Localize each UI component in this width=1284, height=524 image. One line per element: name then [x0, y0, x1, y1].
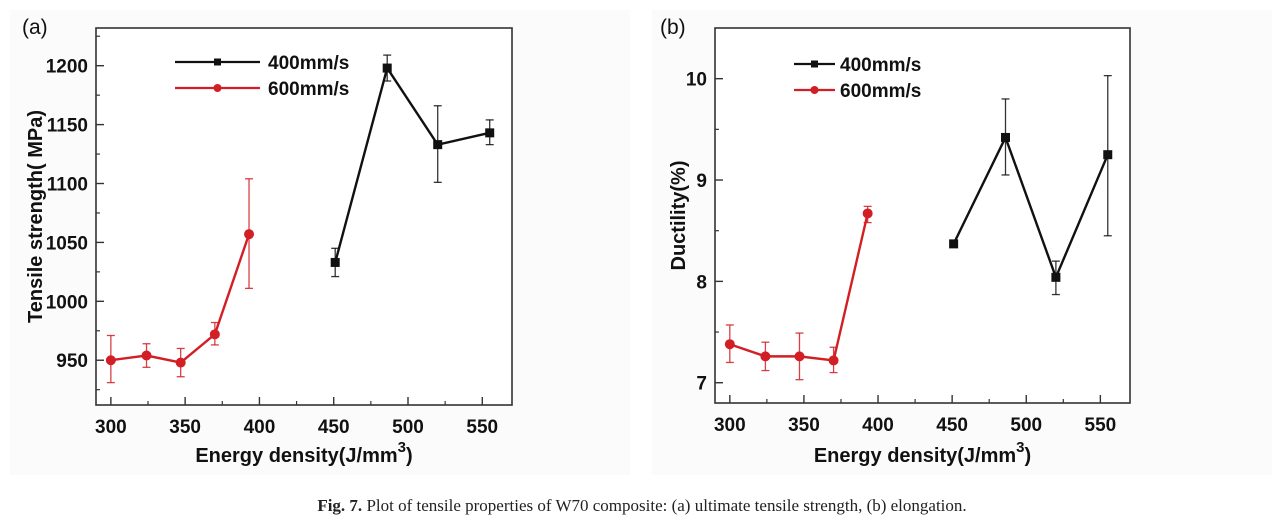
series-400mms — [949, 74, 1113, 296]
y-tick-label: 950 — [56, 351, 88, 372]
data-point — [1051, 272, 1061, 282]
y-tick-label: 9 — [696, 171, 707, 192]
legend-entry: 600mm/s — [175, 79, 349, 100]
y-axis-title: Tensile strength( MPa) — [25, 110, 47, 323]
x-tick-label: 450 — [936, 415, 968, 436]
panel-label: (b) — [660, 16, 686, 39]
data-point — [794, 351, 805, 362]
series-line — [952, 134, 1109, 281]
data-point — [828, 355, 839, 366]
data-point — [862, 208, 873, 219]
x-tick-label: 400 — [244, 417, 276, 438]
chart-panel-b: (b) 300 350 400 450 500 550 7 8 9 10 Energy density… — [660, 16, 1131, 467]
y-tick-label: 7 — [696, 374, 707, 395]
legend-marker — [213, 84, 222, 92]
legend-marker — [810, 86, 819, 94]
plot-frame — [714, 27, 1131, 404]
data-point — [330, 257, 340, 267]
data-point — [175, 357, 186, 368]
data-point — [949, 239, 959, 249]
y-axis-title: Ductility(%) — [668, 161, 690, 271]
legend-label: 600mm/s — [840, 81, 921, 102]
data-point — [485, 128, 495, 138]
x-tick-label: 300 — [95, 417, 127, 438]
data-point — [760, 351, 771, 362]
y-tick-label: 1200 — [46, 57, 88, 78]
legend-label: 600mm/s — [268, 79, 349, 100]
x-tick-label: 550 — [1085, 415, 1117, 436]
data-point — [141, 350, 152, 361]
y-tick-label: 1150 — [47, 116, 88, 137]
series-line — [334, 65, 490, 263]
plot-frame — [95, 27, 513, 406]
data-point — [244, 229, 255, 240]
y-tick-label: 1000 — [46, 292, 88, 313]
caption-label: Fig. 7. — [317, 496, 363, 515]
x-tick-label: 350 — [169, 417, 201, 438]
data-point — [724, 339, 735, 350]
chart-panel-a: (a) 300 350 400 450 500 550 950 1000 1050 1100 1150… — [22, 16, 513, 467]
y-tick-label: 10 — [686, 70, 707, 91]
x-tick-label: 300 — [714, 415, 746, 436]
data-point — [1103, 150, 1113, 160]
x-tick-label: 500 — [392, 417, 424, 438]
data-point — [209, 329, 220, 340]
x-tick-label: 450 — [318, 417, 350, 438]
figure-caption: Fig. 7. Plot of tensile properties of W7… — [0, 496, 1284, 516]
figure-canvas: (a) 300 350 400 450 500 550 950 1000 1050 1100 1150… — [22, 16, 1131, 467]
series-400mms — [330, 54, 495, 278]
y-tick-label: 1100 — [47, 175, 88, 196]
series-600mms — [105, 178, 255, 384]
legend-entry: 400mm/s — [794, 55, 921, 76]
panel-label: (a) — [22, 16, 48, 39]
legend-label: 400mm/s — [840, 55, 921, 76]
series-600mms — [724, 205, 873, 381]
data-point — [1001, 132, 1010, 142]
x-axis-title: Energy density(J/mm3) — [195, 439, 412, 467]
y-tick-label: 1050 — [46, 233, 88, 254]
data-point — [105, 355, 116, 366]
legend-entry: 400mm/s — [175, 53, 349, 74]
legend-marker — [811, 60, 818, 68]
legend-entry: 600mm/s — [794, 81, 921, 102]
legend-marker — [214, 58, 221, 66]
x-axis-title: Energy density(J/mm3) — [814, 439, 1031, 467]
data-point — [382, 63, 392, 73]
x-tick-label: 550 — [466, 417, 498, 438]
legend-label: 400mm/s — [268, 53, 349, 74]
data-point — [433, 140, 443, 150]
caption-text: Plot of tensile properties of W70 compos… — [362, 496, 967, 515]
x-tick-label: 400 — [862, 415, 894, 436]
x-tick-label: 500 — [1010, 415, 1042, 436]
x-tick-label: 350 — [788, 415, 820, 436]
y-tick-label: 8 — [696, 272, 707, 293]
